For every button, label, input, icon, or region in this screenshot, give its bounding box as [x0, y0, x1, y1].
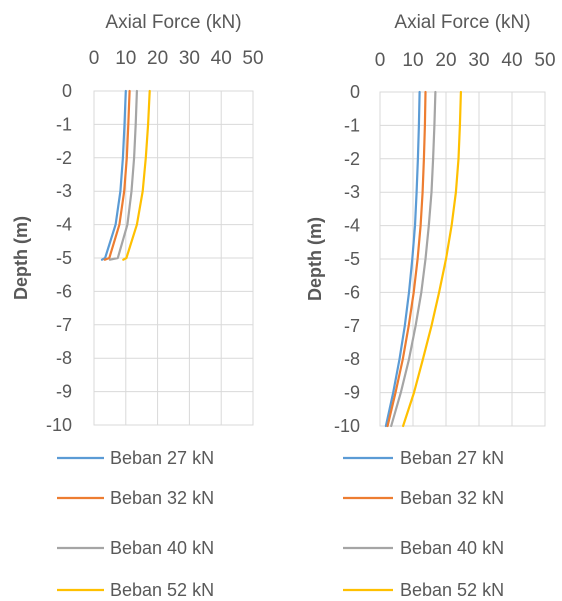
chart1-x-tick-label: 20 [147, 48, 168, 69]
chart1-series-line-3 [108, 89, 138, 261]
chart2-series-line-1 [384, 90, 421, 428]
chart2-y-tick-label: -3 [344, 182, 360, 202]
chart2-x-tick-label: 40 [501, 50, 522, 71]
chart2-legend-label-4: Beban 52 kN [400, 580, 504, 600]
chart1-y-tick-label: -9 [56, 382, 72, 402]
chart1-y-tick-label: -3 [56, 181, 72, 201]
chart1-y-tick-label: -5 [56, 248, 72, 268]
chart2-series-line-3 [390, 90, 437, 428]
chart2-y-tick-label: -4 [344, 216, 360, 236]
chart1-x-axis-title: Axial Force (kN) [105, 12, 241, 33]
chart2-y-tick-label: -5 [344, 249, 360, 269]
chart1-x-tick-label: 40 [211, 48, 232, 69]
chart2-legend-label-3: Beban 40 kN [400, 538, 504, 558]
chart1-y-tick-label: -4 [56, 215, 72, 235]
chart1-legend-label-1: Beban 27 kN [110, 448, 214, 468]
chart1-series-line-1 [100, 89, 127, 261]
chart2-y-tick-label: -1 [344, 115, 360, 135]
chart1-x-tick-label: 0 [89, 48, 100, 69]
chart1-series-line-2 [103, 89, 131, 261]
chart1-x-tick-label: 30 [179, 48, 200, 69]
chart1-y-tick-label: -1 [56, 114, 72, 134]
chart2-legend-label-1: Beban 27 kN [400, 448, 504, 468]
chart2-x-tick-label: 0 [375, 50, 386, 71]
chart2-x-tick-label: 30 [468, 50, 489, 71]
chart2-x-tick-label: 50 [534, 50, 555, 71]
chart1-legend-label-3: Beban 40 kN [110, 538, 214, 558]
chart2-y-axis-title: Depth (m) [305, 217, 325, 301]
chart1-legend-label-4: Beban 52 kN [110, 580, 214, 600]
chart2-y-tick-label: -9 [344, 383, 360, 403]
chart1-legend-label-2: Beban 32 kN [110, 488, 214, 508]
chart1-y-tick-label: 0 [62, 81, 72, 101]
chart2-series-line-2 [386, 90, 427, 428]
chart2-y-tick-label: -2 [344, 149, 360, 169]
chart2-y-tick-label: -10 [334, 416, 360, 436]
chart1-y-tick-label: -10 [46, 415, 72, 435]
chart2-y-tick-label: -8 [344, 349, 360, 369]
chart2-y-tick-label: -6 [344, 282, 360, 302]
chart2-x-axis-title: Axial Force (kN) [394, 12, 530, 33]
chart1-series-line-4 [122, 89, 151, 261]
chart1-x-tick-label: 50 [242, 48, 263, 69]
chart1-y-tick-label: -7 [56, 315, 72, 335]
chart1-y-axis-title: Depth (m) [11, 216, 31, 300]
chart1-y-tick-label: -2 [56, 148, 72, 168]
chart2-legend-label-2: Beban 32 kN [400, 488, 504, 508]
chart2-x-tick-label: 20 [435, 50, 456, 71]
chart2-x-tick-label: 10 [402, 50, 423, 71]
chart1-y-tick-label: -8 [56, 348, 72, 368]
chart1-y-tick-label: -6 [56, 281, 72, 301]
chart1-x-tick-label: 10 [115, 48, 136, 69]
chart2-y-tick-label: -7 [344, 316, 360, 336]
chart2-series-line-4 [402, 90, 462, 428]
chart2-y-tick-label: 0 [350, 82, 360, 102]
